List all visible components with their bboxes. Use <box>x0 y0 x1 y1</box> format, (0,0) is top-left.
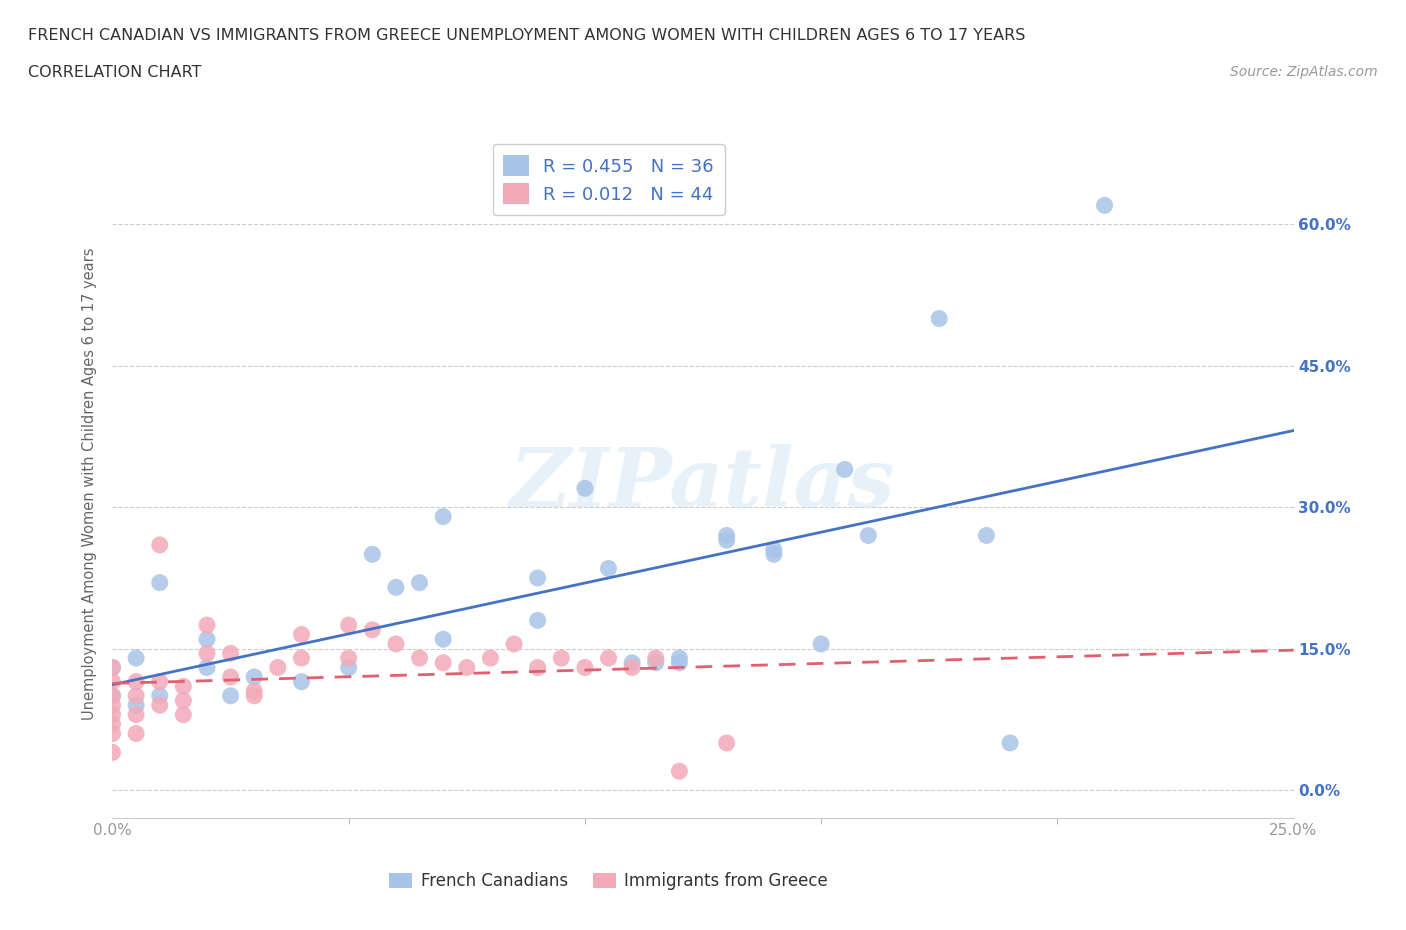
Point <box>219 646 242 661</box>
Point <box>361 622 384 637</box>
Point <box>290 627 312 642</box>
Point <box>526 660 548 675</box>
Point <box>172 693 194 708</box>
Point <box>195 631 218 646</box>
Point <box>101 660 124 675</box>
Point <box>432 656 454 671</box>
Point <box>125 726 148 741</box>
Point <box>668 656 690 671</box>
Point <box>408 575 430 590</box>
Point <box>574 481 596 496</box>
Point <box>290 674 312 689</box>
Point <box>337 651 360 666</box>
Point <box>195 646 218 661</box>
Point <box>172 707 194 722</box>
Point <box>998 736 1021 751</box>
Point <box>149 575 172 590</box>
Point <box>361 547 384 562</box>
Point <box>1094 198 1116 213</box>
Point <box>716 528 738 543</box>
Point <box>762 542 785 557</box>
Point <box>456 660 478 675</box>
Point <box>668 764 690 778</box>
Point <box>149 538 172 552</box>
Point <box>125 688 148 703</box>
Point <box>219 670 242 684</box>
Point <box>526 613 548 628</box>
Point <box>101 688 124 703</box>
Point <box>149 674 172 689</box>
Text: ZIPatlas: ZIPatlas <box>510 444 896 524</box>
Point <box>101 707 124 722</box>
Point <box>644 656 666 671</box>
Point <box>101 745 124 760</box>
Point <box>432 631 454 646</box>
Point <box>432 509 454 524</box>
Text: Source: ZipAtlas.com: Source: ZipAtlas.com <box>1230 65 1378 79</box>
Point <box>526 570 548 585</box>
Point <box>101 674 124 689</box>
Point <box>243 670 266 684</box>
Point <box>408 651 430 666</box>
Point <box>385 580 408 595</box>
Point <box>172 679 194 694</box>
Point <box>598 561 620 576</box>
Point <box>290 651 312 666</box>
Point <box>644 651 666 666</box>
Point <box>149 698 172 712</box>
Point <box>598 651 620 666</box>
Point <box>762 547 785 562</box>
Point <box>550 651 572 666</box>
Point <box>149 688 172 703</box>
Point <box>574 660 596 675</box>
Point <box>337 618 360 632</box>
Point <box>810 636 832 651</box>
Text: FRENCH CANADIAN VS IMMIGRANTS FROM GREECE UNEMPLOYMENT AMONG WOMEN WITH CHILDREN: FRENCH CANADIAN VS IMMIGRANTS FROM GREEC… <box>28 28 1025 43</box>
Point <box>101 717 124 732</box>
Point <box>858 528 880 543</box>
Point <box>621 656 644 671</box>
Point <box>834 462 856 477</box>
Point <box>195 618 218 632</box>
Point <box>716 533 738 548</box>
Point <box>101 688 124 703</box>
Point <box>195 660 218 675</box>
Y-axis label: Unemployment Among Women with Children Ages 6 to 17 years: Unemployment Among Women with Children A… <box>82 247 97 720</box>
Point <box>219 688 242 703</box>
Point <box>385 636 408 651</box>
Point <box>621 660 644 675</box>
Point <box>101 660 124 675</box>
Point <box>125 674 148 689</box>
Point <box>125 707 148 722</box>
Point <box>976 528 998 543</box>
Point <box>243 684 266 698</box>
Point <box>716 736 738 751</box>
Point <box>337 660 360 675</box>
Point <box>503 636 526 651</box>
Point <box>928 312 950 326</box>
Legend: French Canadians, Immigrants from Greece: French Canadians, Immigrants from Greece <box>382 866 835 897</box>
Text: CORRELATION CHART: CORRELATION CHART <box>28 65 201 80</box>
Point <box>479 651 502 666</box>
Point <box>101 726 124 741</box>
Point <box>267 660 290 675</box>
Point <box>668 651 690 666</box>
Point <box>101 698 124 712</box>
Point <box>125 651 148 666</box>
Point <box>243 688 266 703</box>
Point <box>125 698 148 712</box>
